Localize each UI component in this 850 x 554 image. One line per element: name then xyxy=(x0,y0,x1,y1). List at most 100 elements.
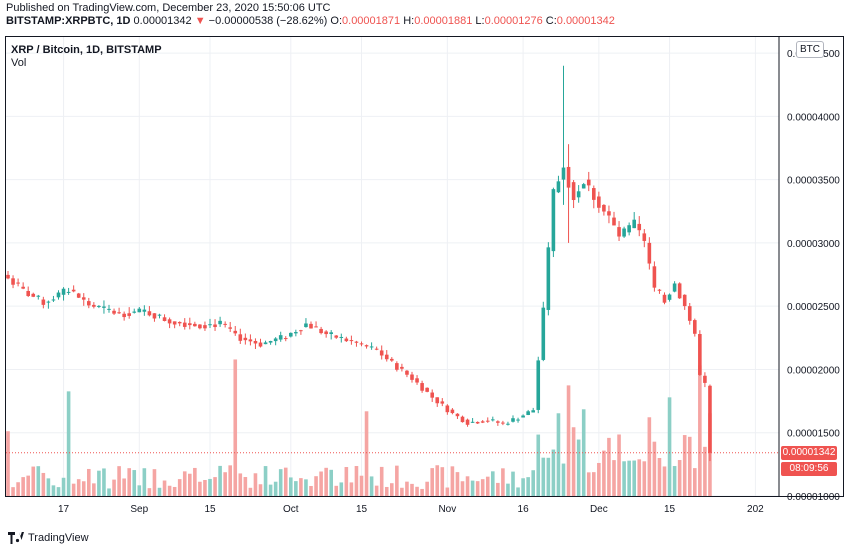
candle-body xyxy=(698,334,702,375)
candle-body xyxy=(278,335,283,340)
candle-body xyxy=(450,409,455,414)
volume-bar xyxy=(81,481,86,497)
volume-bar xyxy=(329,469,333,497)
candle-body xyxy=(612,217,616,226)
volume-bar xyxy=(571,427,576,497)
volume-bar xyxy=(157,487,162,497)
candle-body xyxy=(16,282,20,284)
candle-body xyxy=(470,421,475,423)
candle-body xyxy=(218,320,222,325)
volume-bar xyxy=(268,484,273,497)
candle-body xyxy=(132,311,137,313)
candle-body xyxy=(289,332,293,337)
low-value: 0.00001276 xyxy=(484,15,543,27)
volume-bar xyxy=(480,479,485,497)
volume-bar xyxy=(26,475,30,497)
candle-body xyxy=(223,323,227,325)
candle-body xyxy=(56,292,61,298)
high-label: H: xyxy=(403,15,415,27)
candle-body xyxy=(248,339,253,342)
candle-body xyxy=(11,278,15,285)
volume-bar xyxy=(203,480,207,497)
volume-bar xyxy=(662,466,667,497)
volume-bar xyxy=(405,481,409,497)
high-value: 0.00001881 xyxy=(414,15,473,27)
volume-bar xyxy=(258,484,263,497)
volume-bar xyxy=(218,465,222,497)
candle-body xyxy=(243,337,248,341)
legend-vol: Vol xyxy=(11,57,27,69)
candle-body xyxy=(364,345,369,347)
volume-bar xyxy=(698,365,702,497)
footer: TradingView xyxy=(8,532,89,544)
candle-body xyxy=(410,374,414,380)
candle-body xyxy=(480,421,485,423)
volume-bar xyxy=(581,409,586,497)
volume-bar xyxy=(622,461,626,497)
volume-bar xyxy=(193,467,197,497)
volume-bar xyxy=(46,478,51,497)
volume-bar xyxy=(76,479,81,497)
volume-bar xyxy=(213,477,217,497)
candle-body xyxy=(87,301,91,306)
candle-body xyxy=(677,283,682,299)
volume-bar xyxy=(369,476,374,497)
candle-body xyxy=(76,293,81,298)
volume-bar xyxy=(470,480,475,497)
candle-body xyxy=(460,416,465,423)
volume-bar xyxy=(349,482,354,497)
volume-bar xyxy=(177,479,182,497)
candle-body xyxy=(445,405,450,413)
candle-body xyxy=(571,182,576,201)
footer-brand: TradingView xyxy=(28,532,89,544)
candle-body xyxy=(430,392,434,398)
y-tick-label: 0.00003500 xyxy=(787,176,840,187)
countdown-tag: 08:09:56 xyxy=(781,462,837,476)
candle-body xyxy=(162,317,167,321)
candle-body xyxy=(496,421,500,423)
volume-bar xyxy=(475,481,480,497)
volume-bar xyxy=(637,459,642,497)
y-tick-label: 0.00001500 xyxy=(787,429,840,440)
volume-bar xyxy=(384,486,389,497)
candle-body xyxy=(6,274,10,279)
candle-body xyxy=(425,387,429,392)
candle-body xyxy=(97,305,101,307)
candle-body xyxy=(501,422,505,424)
volume-bar xyxy=(294,481,298,497)
candle-body xyxy=(92,304,96,307)
volume-bar xyxy=(359,475,364,497)
volume-bar xyxy=(450,466,455,497)
volume-bar xyxy=(319,471,323,497)
candle-body xyxy=(198,324,202,329)
candle-body xyxy=(586,179,591,186)
candle-body xyxy=(521,415,525,418)
open-value: 0.00001871 xyxy=(342,15,401,27)
volume-bar xyxy=(243,477,248,497)
volume-bar xyxy=(465,476,470,497)
tradingview-logo-icon xyxy=(8,532,24,544)
candle-body xyxy=(561,167,566,180)
volume-bar xyxy=(455,472,460,497)
candle-body xyxy=(602,204,606,212)
volume-bar xyxy=(122,478,126,497)
candle-body xyxy=(465,419,470,425)
volume-bar xyxy=(182,471,187,497)
candle-body xyxy=(597,196,601,208)
candle-body xyxy=(182,322,187,327)
candle-body xyxy=(177,321,182,324)
volume-bar xyxy=(289,477,293,497)
candle-body xyxy=(102,306,106,308)
volume-bar xyxy=(612,460,616,497)
candle-body xyxy=(687,306,692,321)
volume-bar xyxy=(440,467,445,497)
volume-bar xyxy=(16,482,20,497)
candle-body xyxy=(546,247,551,310)
candle-body xyxy=(390,358,394,361)
currency-button[interactable]: BTC xyxy=(796,41,824,58)
volume-bar xyxy=(667,397,672,497)
volume-bar xyxy=(248,487,253,497)
candle-body xyxy=(531,410,535,413)
volume-bar xyxy=(521,478,525,497)
